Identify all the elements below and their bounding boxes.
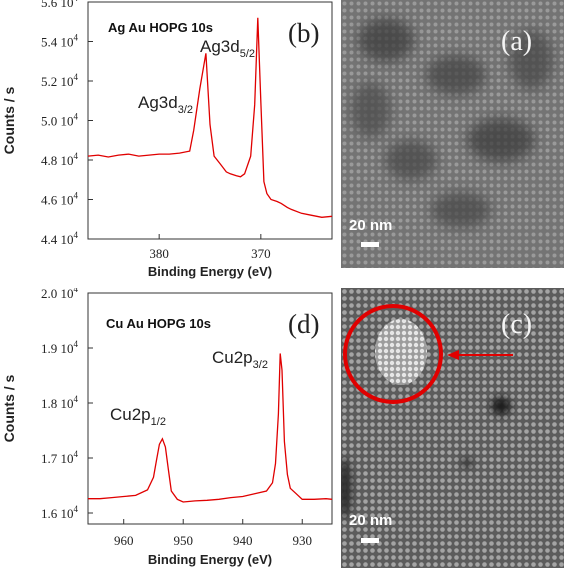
y-axis-label: Counts / s xyxy=(1,86,17,154)
stm-image-a: (a) 20 nm xyxy=(341,0,564,268)
stm-image-panel-c: (c) 20 nm xyxy=(341,288,564,568)
ag-xps-chart-panel: 4.4 104 4.6 104 4.8 104 5.0 104 5.2 104 5.4 1… xyxy=(0,0,340,287)
plot-frame xyxy=(87,292,333,525)
stm-surface-c xyxy=(341,288,564,568)
x-tick-label: 370 xyxy=(251,246,271,261)
y-tick-label: 5.0 104 xyxy=(41,112,79,129)
cu-xps-chart-panel: 1.6 104 1.7 104 1.8 104 1.9 104 2.0 104 960 95… xyxy=(0,288,340,575)
x-axis-label: Binding Energy (eV) xyxy=(148,552,272,567)
y-tick-label: 1.7 104 xyxy=(41,449,79,466)
spectrum-line xyxy=(88,353,333,503)
panel-letter-a: (a) xyxy=(501,26,532,57)
stm-image-c: (c) 20 nm xyxy=(341,288,564,568)
x-tick-label: 930 xyxy=(292,533,312,548)
y-tick-label: 1.8 104 xyxy=(41,394,79,411)
highlight-circle xyxy=(343,304,443,404)
chart-title: Ag Au HOPG 10s xyxy=(108,20,213,35)
y-tick-label: 5.2 104 xyxy=(41,72,79,89)
panel-letter: (d) xyxy=(288,309,319,339)
dark-domains-a xyxy=(351,18,553,228)
y-axis-label: Counts / s xyxy=(1,374,17,442)
stm-image-panel-a: (a) 20 nm xyxy=(341,0,564,268)
scale-label-c: 20 nm xyxy=(349,512,392,529)
ag-xps-chart: 4.4 104 4.6 104 4.8 104 5.0 104 5.2 104 5.4 1… xyxy=(1,0,333,279)
x-tick-label: 380 xyxy=(149,246,169,261)
panel-letter-c: (c) xyxy=(501,309,532,340)
x-tick-label: 950 xyxy=(173,533,193,548)
peak-annotation: Ag3d3/2 xyxy=(138,93,193,116)
y-tick-label: 2.0 104 xyxy=(41,288,79,301)
scale-bar-a xyxy=(361,242,379,247)
chart-title: Cu Au HOPG 10s xyxy=(106,316,211,331)
peak-annotation: Cu2p3/2 xyxy=(212,348,268,371)
y-tick-label: 1.6 104 xyxy=(41,504,79,521)
y-tick-label: 5.4 104 xyxy=(41,33,79,50)
cu-xps-chart: 1.6 104 1.7 104 1.8 104 1.9 104 2.0 104 960 95… xyxy=(1,288,333,567)
highlight-arrow-head xyxy=(447,350,459,360)
scale-bar-c xyxy=(361,538,379,543)
x-axis-label: Binding Energy (eV) xyxy=(148,264,272,279)
x-tick-label: 940 xyxy=(233,533,253,548)
y-tick-label: 1.9 104 xyxy=(41,339,79,356)
y-tick-label: 4.4 104 xyxy=(41,230,79,247)
y-tick-label: 5.6 104 xyxy=(41,0,79,10)
scale-label-a: 20 nm xyxy=(349,217,392,234)
y-tick-label: 4.6 104 xyxy=(41,191,79,208)
peak-annotation: Cu2p1/2 xyxy=(110,405,166,428)
spectrum-line xyxy=(87,17,333,218)
x-tick-label: 960 xyxy=(114,533,134,548)
peak-annotation: Ag3d5/2 xyxy=(200,37,255,60)
y-tick-label: 4.8 104 xyxy=(41,151,79,168)
bright-cluster xyxy=(375,319,427,385)
dark-defects-c xyxy=(341,397,511,518)
panel-letter: (b) xyxy=(288,18,319,48)
